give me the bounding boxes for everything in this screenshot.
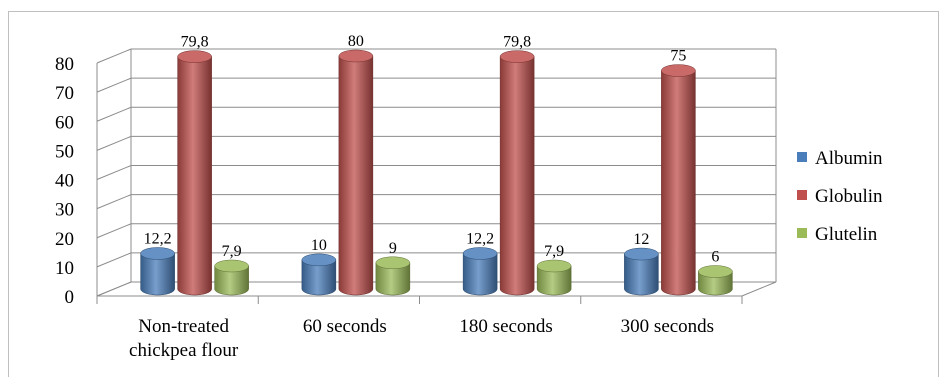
bar-albumin-3 — [624, 247, 659, 296]
y-tick-label: 20 — [55, 229, 74, 250]
bar-body — [462, 253, 498, 296]
bar-top — [301, 253, 337, 267]
data-label: 7,9 — [544, 243, 564, 260]
bar-top — [624, 247, 659, 261]
bar-body — [536, 265, 572, 296]
bar-body — [499, 56, 535, 296]
data-label: 79,8 — [503, 34, 531, 51]
y-tick-label: 30 — [55, 200, 74, 221]
y-tick-label: 40 — [55, 171, 74, 192]
y-tick-label: 50 — [55, 141, 74, 162]
bar-body — [214, 265, 249, 296]
x-category-label: 180 seconds — [459, 316, 552, 337]
bar-glutelin-2 — [536, 259, 572, 296]
x-category-label: 300 seconds — [621, 316, 714, 337]
legend-label: Globulin — [815, 186, 883, 207]
bar-body — [624, 253, 659, 296]
legend-item: Glutelin — [797, 224, 878, 245]
y-tick-label: 80 — [55, 54, 74, 75]
bar-body — [338, 55, 374, 296]
data-label: 12,2 — [144, 230, 172, 247]
bar-body — [177, 56, 212, 296]
legend-swatch — [797, 190, 807, 200]
bar-top — [536, 259, 572, 273]
bar-globulin-3 — [661, 64, 696, 296]
bar-top — [499, 50, 535, 63]
x-category-label: Non-treated chickpea flour — [129, 316, 239, 361]
bar-albumin-0 — [140, 247, 175, 296]
legend-item: Globulin — [797, 186, 883, 207]
bar-body — [140, 253, 175, 296]
bar-glutelin-1 — [375, 256, 411, 296]
legend-label: Albumin — [815, 148, 883, 169]
bar-top — [338, 49, 374, 63]
chart-floor — [96, 281, 777, 297]
x-axis: Non-treated chickpea flour 60 seconds 180 s… — [96, 296, 743, 361]
y-tick-label: 60 — [55, 112, 74, 133]
data-label: 9 — [389, 240, 397, 257]
bar-glutelin-3 — [698, 265, 733, 296]
data-label: 12 — [633, 231, 649, 248]
bar-body — [661, 70, 696, 296]
data-label: 79,8 — [181, 34, 209, 51]
bar-globulin-0 — [177, 50, 212, 296]
data-label: 12,2 — [466, 230, 494, 247]
bar-albumin-1 — [301, 253, 337, 296]
data-label: 80 — [348, 33, 364, 50]
bar-top — [698, 265, 733, 278]
x-category-label: 60 seconds — [303, 316, 387, 337]
bar-top — [214, 259, 249, 273]
y-tick-label: 0 — [65, 287, 75, 308]
bar-top — [140, 247, 175, 260]
y-axis-ticks: 0 10 20 30 40 50 60 70 80 — [55, 54, 74, 308]
data-label: 6 — [711, 249, 719, 266]
legend-swatch — [797, 152, 807, 162]
data-label: 7,9 — [222, 243, 242, 260]
y-tick-label: 70 — [55, 83, 74, 104]
bar-glutelin-0 — [214, 259, 249, 296]
legend-label: Glutelin — [815, 224, 878, 245]
bar-body — [375, 262, 411, 296]
y-tick-label: 10 — [55, 258, 74, 279]
bar-top — [661, 64, 696, 77]
bar-globulin-2 — [499, 50, 535, 296]
bar-globulin-1 — [338, 49, 374, 296]
bar-body — [698, 271, 733, 296]
legend: Albumin Globulin Glutelin — [797, 148, 883, 245]
bar-top — [375, 256, 411, 270]
data-labels: 12,2 79,8 7,9 10 80 9 12,2 79,8 7,9 12 75 6 — [144, 33, 720, 266]
bar-top — [177, 50, 212, 63]
bar-albumin-2 — [462, 247, 498, 296]
bars — [140, 49, 733, 296]
bar-top — [462, 247, 498, 260]
data-label: 75 — [670, 48, 686, 65]
data-label: 10 — [311, 237, 327, 254]
bar-body — [301, 259, 337, 296]
legend-item: Albumin — [797, 148, 883, 169]
legend-swatch — [797, 228, 807, 238]
